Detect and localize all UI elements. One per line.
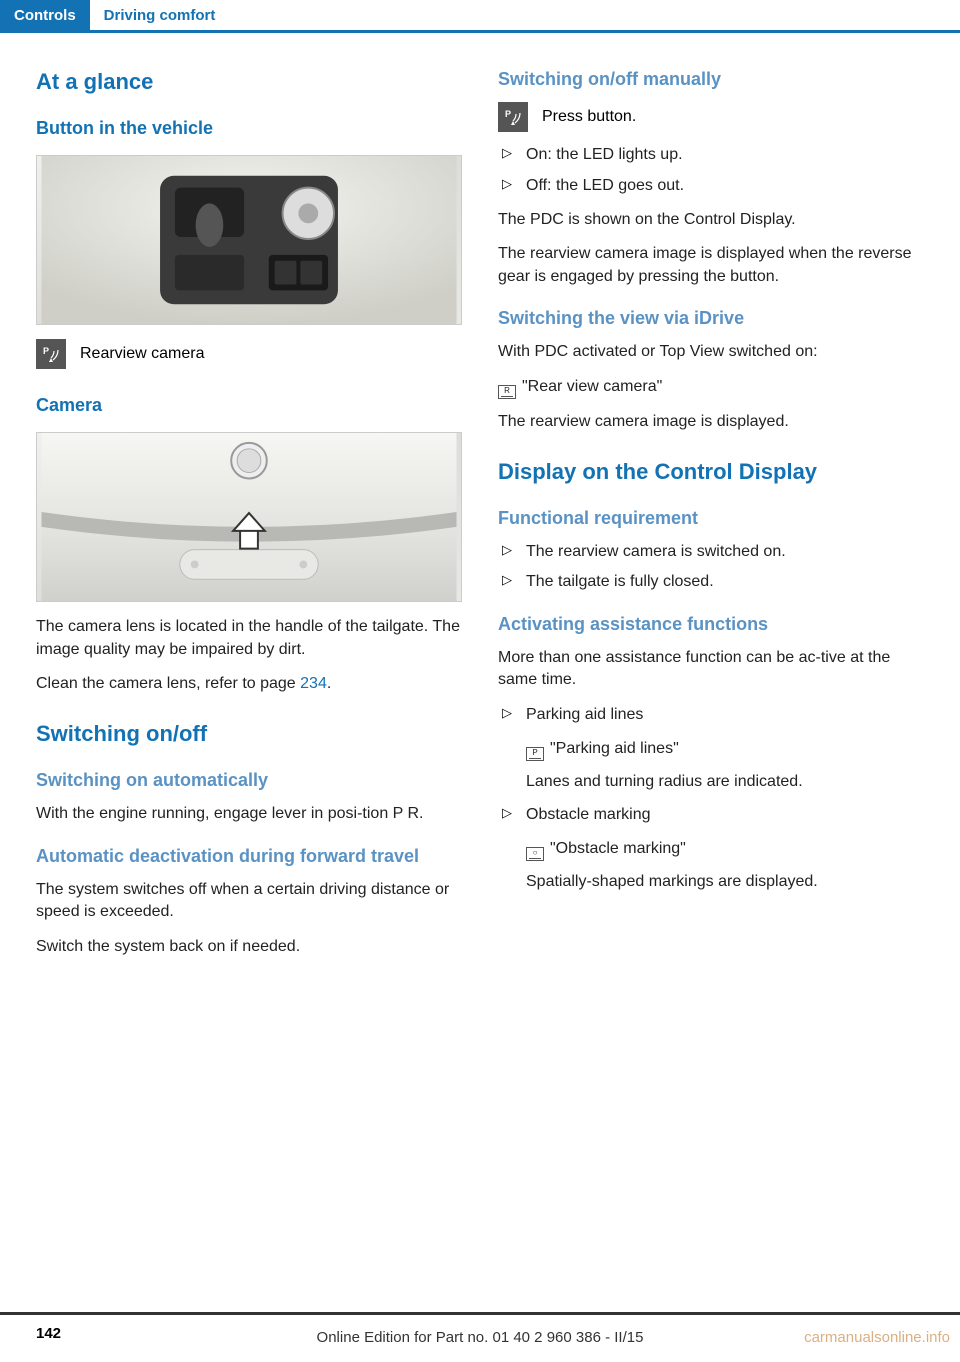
footer-divider (0, 1313, 960, 1315)
paragraph-auto-on: With the engine running, engage lever in… (36, 803, 462, 825)
header-tabs: Controls Driving comfort (0, 0, 960, 30)
page-link-234[interactable]: 234 (300, 675, 327, 692)
idrive-menu-icon: P (526, 747, 544, 761)
svg-text:P: P (505, 109, 511, 119)
press-button-label: Press button. (542, 102, 636, 128)
column-right: Switching on/off manually P Press button… (498, 67, 924, 970)
parking-sensor-icon: P (498, 102, 528, 132)
page-content: At a glance Button in the vehicle (0, 67, 960, 970)
paragraph-idrive-result: The rearview camera image is displayed. (498, 411, 924, 433)
tailgate-illustration (37, 433, 461, 601)
paragraph-obstacle: Spatially-shaped markings are displayed. (526, 871, 924, 893)
paragraph-auto-off-1: The system switches off when a certain d… (36, 879, 462, 924)
icon-line-rearview: P Rearview camera (36, 339, 462, 369)
console-illustration (37, 156, 461, 324)
paragraph-assist: More than one assistance function can be… (498, 647, 924, 692)
paragraph-lens-location: The camera lens is located in the handle… (36, 616, 462, 661)
list-assist-2: Obstacle marking (498, 804, 924, 826)
list-item-obstacle: Obstacle marking (498, 804, 924, 826)
tab-driving-comfort: Driving comfort (90, 0, 230, 30)
tab-controls: Controls (0, 0, 90, 30)
list-item: The rearview camera is switched on. (498, 541, 924, 563)
paragraph-idrive-on: With PDC activated or Top View switched … (498, 341, 924, 363)
list-item-parking-lines: Parking aid lines (498, 704, 924, 726)
list-item: Off: the LED goes out. (498, 175, 924, 197)
list-functional-req: The rearview camera is switched on. The … (498, 541, 924, 594)
icon-line-press-button: P Press button. (498, 102, 924, 132)
list-manual-onoff: On: the LED lights up. Off: the LED goes… (498, 144, 924, 197)
column-left: At a glance Button in the vehicle (36, 67, 462, 970)
menu-rearview-label: "Rear view camera" (522, 378, 662, 395)
menu-parking-lines: P "Parking aid lines" (526, 738, 924, 761)
idrive-menu-icon: ○ (526, 847, 544, 861)
heading-functional-req: Functional requirement (498, 506, 924, 531)
list-item: On: the LED lights up. (498, 144, 924, 166)
paragraph-rearview-displayed: The rearview camera image is displayed w… (498, 243, 924, 288)
rearview-camera-label: Rearview camera (80, 339, 204, 365)
parking-sensor-icon: P (36, 339, 66, 369)
heading-at-a-glance: At a glance (36, 67, 462, 98)
paragraph-pdc-shown: The PDC is shown on the Control Display. (498, 209, 924, 231)
figure-center-console (36, 155, 462, 325)
clean-lens-post: . (327, 675, 331, 692)
list-item: The tailgate is fully closed. (498, 571, 924, 593)
paragraph-clean-lens: Clean the camera lens, refer to page 234… (36, 673, 462, 695)
clean-lens-text: Clean the camera lens, refer to page (36, 675, 300, 692)
watermark-text: carmanualsonline.info (804, 1327, 950, 1348)
heading-auto-deactivation: Automatic deactivation during forward tr… (36, 844, 462, 869)
heading-switching-manual: Switching on/off manually (498, 67, 924, 92)
header-divider (0, 30, 960, 33)
menu-rearview-camera: R "Rear view camera" (498, 376, 924, 399)
menu-parking-lines-label: "Parking aid lines" (550, 740, 679, 757)
paragraph-parking-lines: Lanes and turning radius are indicated. (526, 771, 924, 793)
menu-obstacle: ○ "Obstacle marking" (526, 838, 924, 861)
heading-display-on-cd: Display on the Control Display (498, 457, 924, 488)
heading-camera: Camera (36, 393, 462, 418)
figure-tailgate-camera (36, 432, 462, 602)
heading-switching-on-auto: Switching on automatically (36, 768, 462, 793)
idrive-menu-icon: R (498, 385, 516, 399)
heading-activating-assist: Activating assistance functions (498, 612, 924, 637)
list-assist: Parking aid lines (498, 704, 924, 726)
heading-switching-idrive: Switching the view via iDrive (498, 306, 924, 331)
paragraph-auto-off-2: Switch the system back on if needed. (36, 936, 462, 958)
menu-obstacle-label: "Obstacle marking" (550, 840, 686, 857)
page-footer: 142 Online Edition for Part no. 01 40 2 … (0, 1312, 960, 1362)
heading-button-in-vehicle: Button in the vehicle (36, 116, 462, 141)
heading-switching-onoff: Switching on/off (36, 719, 462, 750)
svg-text:P: P (43, 346, 49, 356)
